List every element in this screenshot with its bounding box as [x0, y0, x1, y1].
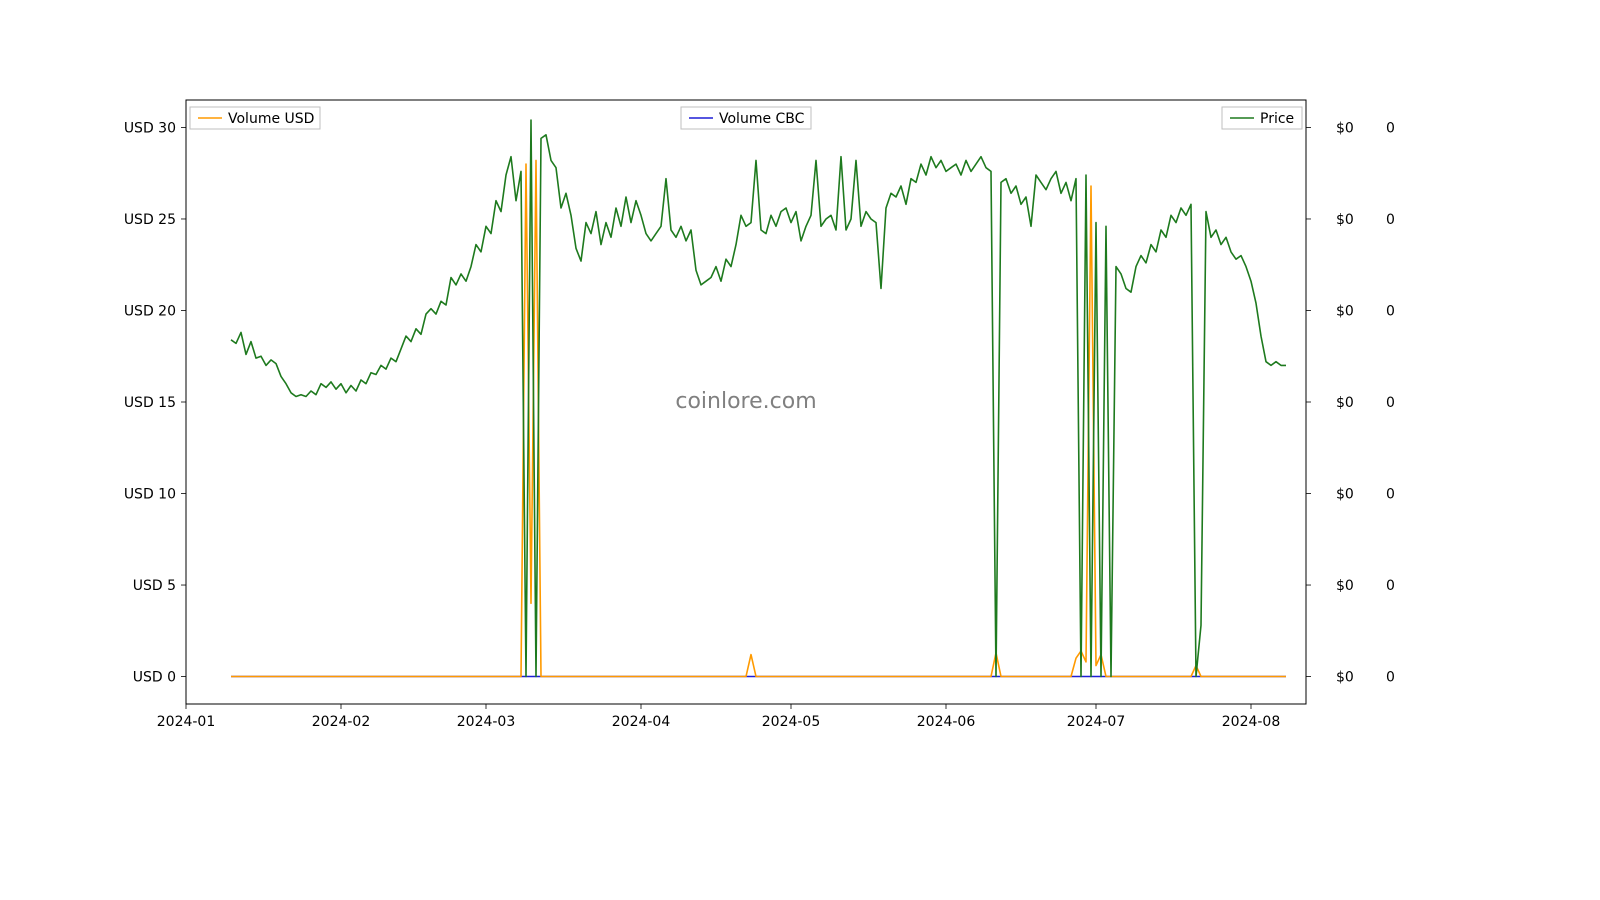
- legend-label-volume-cbc: Volume CBC: [719, 111, 805, 127]
- y-right-price-label: $0: [1336, 395, 1354, 411]
- series-volume-usd: [231, 160, 1286, 676]
- y-right-price-label: $0: [1336, 670, 1354, 686]
- y-right-vol-label: 0: [1386, 487, 1395, 503]
- y-left-tick-label: USD 10: [124, 487, 176, 503]
- y-right-price-label: $0: [1336, 120, 1354, 136]
- y-left-tick-label: USD 15: [124, 395, 176, 411]
- y-left-tick-label: USD 25: [124, 212, 176, 228]
- chart-svg: 2024-01 2024-02 2024-03 2024-04 2024-05 2024-…: [0, 0, 1600, 900]
- x-tick-label: 2024-01: [157, 714, 216, 730]
- y-right-vol-label: 0: [1386, 212, 1395, 228]
- y-left-tick-label: USD 30: [124, 120, 176, 136]
- y-right-vol-label: 0: [1386, 303, 1395, 319]
- y-right-vol-label: 0: [1386, 670, 1395, 686]
- x-tick-label: 2024-02: [312, 714, 371, 730]
- y-right-price-label: $0: [1336, 487, 1354, 503]
- x-tick-label: 2024-08: [1222, 714, 1281, 730]
- x-tick-label: 2024-07: [1067, 714, 1126, 730]
- watermark-text: coinlore.com: [675, 389, 816, 414]
- y-right-vol-label: 0: [1386, 120, 1395, 136]
- y-right-price-label: $0: [1336, 212, 1354, 228]
- legend-label-volume-usd: Volume USD: [228, 111, 314, 127]
- y-left-tick-label: USD 0: [133, 670, 176, 686]
- x-tick-label: 2024-04: [612, 714, 671, 730]
- chart-container: 2024-01 2024-02 2024-03 2024-04 2024-05 2024-…: [0, 0, 1600, 900]
- x-tick-label: 2024-03: [457, 714, 516, 730]
- y-left-tick-label: USD 5: [133, 578, 176, 594]
- y-right-price-label: $0: [1336, 303, 1354, 319]
- x-tick-label: 2024-06: [917, 714, 976, 730]
- y-right-vol-label: 0: [1386, 578, 1395, 594]
- y-right-price-label: $0: [1336, 578, 1354, 594]
- x-tick-label: 2024-05: [762, 714, 821, 730]
- legend-label-price: Price: [1260, 111, 1294, 127]
- y-left-tick-label: USD 20: [124, 303, 176, 319]
- y-right-vol-label: 0: [1386, 395, 1395, 411]
